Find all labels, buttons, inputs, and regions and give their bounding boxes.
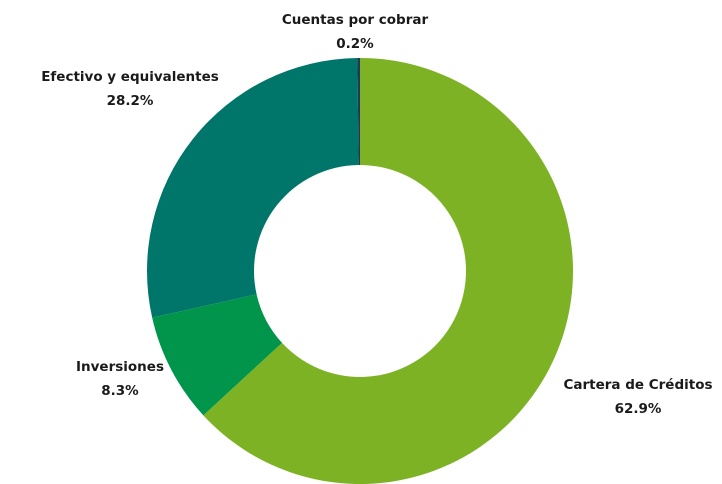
slice-value: 0.2% xyxy=(336,36,374,52)
slice-label: Efectivo y equivalentes xyxy=(41,69,219,85)
donut-slice xyxy=(203,58,573,484)
donut-slice xyxy=(357,58,360,166)
slice-label: Inversiones xyxy=(76,359,164,375)
slice-value: 28.2% xyxy=(107,93,154,109)
slice-label: Cartera de Créditos xyxy=(563,377,712,393)
donut-slice xyxy=(147,58,359,318)
donut-slice xyxy=(152,294,283,416)
slice-value: 62.9% xyxy=(615,401,662,417)
slice-value: 8.3% xyxy=(101,383,139,399)
slice-label: Cuentas por cobrar xyxy=(282,12,429,28)
